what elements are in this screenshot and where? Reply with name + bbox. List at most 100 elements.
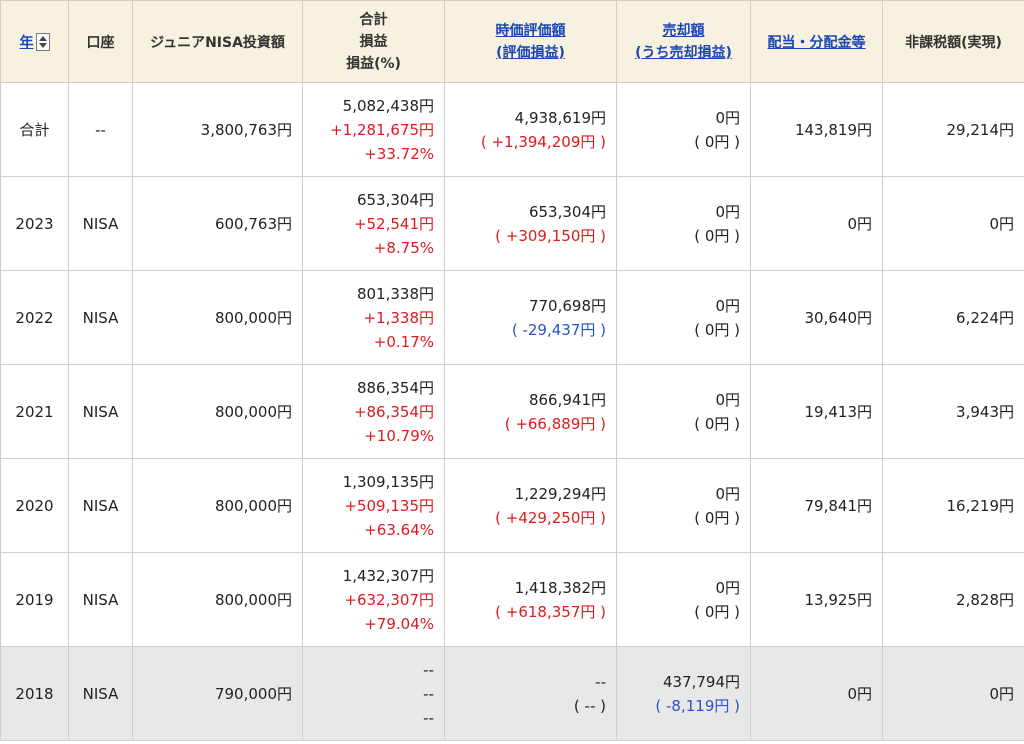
header-invest: ジュニアNISA投資額 xyxy=(132,0,303,83)
profit-value: +52,541円 xyxy=(353,214,434,233)
cell-invest: 800,000円 xyxy=(132,458,303,553)
profit-value: -- xyxy=(423,684,434,703)
sort-sellpl-link[interactable]: (うち売却損益) xyxy=(635,44,732,61)
sell-value: 437,794円 xyxy=(662,672,740,691)
profit-value: +1,338円 xyxy=(363,308,434,327)
header-total-line2: 損益 xyxy=(359,33,388,50)
header-market: 時価評価額 (評価損益) xyxy=(444,0,617,83)
cell-account: NISA xyxy=(68,458,133,553)
cell-year: 2020 xyxy=(0,458,69,553)
sort-market-link[interactable]: 時価評価額 xyxy=(495,22,566,39)
table-row: 2019 NISA 800,000円 1,432,307円 +632,307円 +79.0… xyxy=(0,552,1024,647)
sort-sell-link[interactable]: 売却額 xyxy=(662,22,705,39)
total-value: 653,304円 xyxy=(356,190,434,209)
cell-account: NISA xyxy=(68,270,133,365)
cell-year: 2022 xyxy=(0,270,69,365)
sell-value: 0円 xyxy=(715,484,740,503)
profit-value: +1,281,675円 xyxy=(330,120,434,139)
cell-total: 886,354円 +86,354円 +10.79% xyxy=(302,364,445,459)
cell-market: -- ( -- ) xyxy=(444,646,617,741)
table-row: 2023 NISA 600,763円 653,304円 +52,541円 +8.75% 65… xyxy=(0,176,1024,271)
profit-percent: +79.04% xyxy=(364,614,434,633)
cell-dividend: 0円 xyxy=(750,176,883,271)
profit-percent: +33.72% xyxy=(364,144,434,163)
sell-profit: ( 0円 ) xyxy=(694,602,740,621)
sell-value: 0円 xyxy=(715,296,740,315)
cell-taxfree: 6,224円 xyxy=(882,270,1024,365)
profit-percent: +63.64% xyxy=(364,520,434,539)
sort-eval-link[interactable]: (評価損益) xyxy=(496,44,565,61)
total-value: 1,432,307円 xyxy=(342,566,434,585)
cell-market: 866,941円 ( +66,889円 ) xyxy=(444,364,617,459)
cell-year: 合計 xyxy=(0,82,69,177)
sell-value: 0円 xyxy=(715,390,740,409)
market-value: 1,229,294円 xyxy=(514,484,606,503)
cell-dividend: 0円 xyxy=(750,646,883,741)
sort-year-link[interactable]: 年 xyxy=(19,34,34,51)
cell-invest: 3,800,763円 xyxy=(132,82,303,177)
cell-dividend: 30,640円 xyxy=(750,270,883,365)
sell-profit: ( 0円 ) xyxy=(694,132,740,151)
sell-profit: ( 0円 ) xyxy=(694,508,740,527)
market-value: 1,418,382円 xyxy=(514,578,606,597)
cell-total: 653,304円 +52,541円 +8.75% xyxy=(302,176,445,271)
cell-dividend: 13,925円 xyxy=(750,552,883,647)
cell-account: NISA xyxy=(68,552,133,647)
cell-invest: 600,763円 xyxy=(132,176,303,271)
header-dividend: 配当・分配金等 xyxy=(750,0,883,83)
eval-profit: ( +1,394,209円 ) xyxy=(480,132,606,151)
market-value: 653,304円 xyxy=(528,202,606,221)
cell-invest: 790,000円 xyxy=(132,646,303,741)
profit-percent: +0.17% xyxy=(373,332,434,351)
market-value: -- xyxy=(595,672,606,691)
cell-market: 653,304円 ( +309,150円 ) xyxy=(444,176,617,271)
header-year: 年 xyxy=(0,0,69,83)
header-total-line1: 合計 xyxy=(359,11,388,28)
header-total-line3: 損益(%) xyxy=(346,55,401,72)
cell-total: 1,309,135円 +509,135円 +63.64% xyxy=(302,458,445,553)
cell-invest: 800,000円 xyxy=(132,270,303,365)
cell-market: 770,698円 ( -29,437円 ) xyxy=(444,270,617,365)
table-row: 2020 NISA 800,000円 1,309,135円 +509,135円 +63.6… xyxy=(0,458,1024,553)
sell-profit: ( 0円 ) xyxy=(694,226,740,245)
cell-account: NISA xyxy=(68,364,133,459)
cell-dividend: 143,819円 xyxy=(750,82,883,177)
table-row: 2018 NISA 790,000円 -- -- -- -- ( -- ) 437,794円 ( … xyxy=(0,646,1024,741)
cell-sell: 0円 ( 0円 ) xyxy=(616,458,751,553)
profit-value: +86,354円 xyxy=(353,402,434,421)
cell-year: 2023 xyxy=(0,176,69,271)
profit-percent: +10.79% xyxy=(364,426,434,445)
table-row: 2021 NISA 800,000円 886,354円 +86,354円 +10.79% 8… xyxy=(0,364,1024,459)
cell-invest: 800,000円 xyxy=(132,552,303,647)
cell-account: NISA xyxy=(68,646,133,741)
cell-taxfree: 3,943円 xyxy=(882,364,1024,459)
cell-taxfree: 0円 xyxy=(882,176,1024,271)
eval-profit: ( +66,889円 ) xyxy=(504,414,606,433)
market-value: 4,938,619円 xyxy=(514,108,606,127)
sort-dividend-link[interactable]: 配当・分配金等 xyxy=(767,34,866,51)
total-value: 1,309,135円 xyxy=(342,472,434,491)
eval-profit: ( +309,150円 ) xyxy=(495,226,606,245)
cell-year: 2021 xyxy=(0,364,69,459)
cell-sell: 0円 ( 0円 ) xyxy=(616,82,751,177)
cell-year: 2019 xyxy=(0,552,69,647)
cell-account: NISA xyxy=(68,176,133,271)
sort-arrows-icon[interactable] xyxy=(35,32,50,51)
eval-profit: ( +618,357円 ) xyxy=(495,602,606,621)
sell-value: 0円 xyxy=(715,202,740,221)
header-row: 年 口座 ジュニアNISA投資額 合計 損益 損益(%) 時価評価額 (評価損益… xyxy=(0,0,1024,83)
profit-percent: +8.75% xyxy=(373,238,434,257)
cell-sell: 0円 ( 0円 ) xyxy=(616,552,751,647)
cell-market: 1,418,382円 ( +618,357円 ) xyxy=(444,552,617,647)
sell-profit: ( 0円 ) xyxy=(694,320,740,339)
cell-taxfree: 16,219円 xyxy=(882,458,1024,553)
profit-value: +632,307円 xyxy=(344,590,434,609)
cell-sell: 437,794円 ( -8,119円 ) xyxy=(616,646,751,741)
cell-taxfree: 0円 xyxy=(882,646,1024,741)
cell-market: 1,229,294円 ( +429,250円 ) xyxy=(444,458,617,553)
profit-percent: -- xyxy=(423,708,434,727)
sell-value: 0円 xyxy=(715,108,740,127)
total-value: 801,338円 xyxy=(356,284,434,303)
cell-invest: 800,000円 xyxy=(132,364,303,459)
cell-year: 2018 xyxy=(0,646,69,741)
